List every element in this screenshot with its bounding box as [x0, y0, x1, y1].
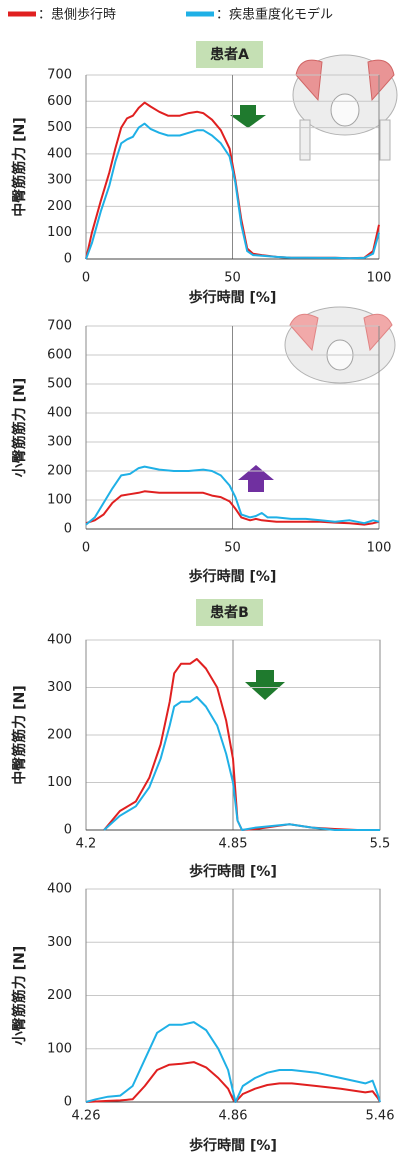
x-tick-label: 5.46: [366, 1109, 395, 1124]
x-tick-label: 4.2: [76, 837, 97, 852]
x-axis-label: 歩行時間 [%]: [189, 568, 277, 585]
y-tick-label: 0: [64, 252, 72, 267]
y-tick-label: 500: [47, 377, 72, 392]
y-axis-label: 小臀筋筋力 [N]: [11, 378, 28, 477]
series-line: [104, 697, 380, 830]
chart-title: 患者B: [210, 604, 249, 621]
decrease-arrow: [230, 105, 266, 128]
increase-arrow: [238, 465, 274, 492]
x-tick-label: 50: [224, 271, 241, 286]
x-tick-label: 0: [82, 541, 90, 556]
x-tick-label: 0: [82, 271, 90, 286]
y-tick-label: 700: [47, 319, 72, 334]
y-tick-label: 100: [47, 493, 72, 508]
y-axis-label: 中臀筋筋力 [N]: [11, 685, 28, 784]
y-tick-label: 400: [47, 146, 72, 161]
figure: ：患側歩行時：疾患重度化モデル0100200300400500600700050…: [0, 0, 403, 1159]
y-axis-label: 中臀筋筋力 [N]: [11, 117, 28, 216]
y-tick-label: 200: [47, 199, 72, 214]
y-tick-label: 500: [47, 120, 72, 135]
y-tick-label: 600: [47, 94, 72, 109]
y-tick-label: 100: [47, 775, 72, 790]
x-tick-label: 100: [367, 271, 392, 286]
x-tick-label: 100: [367, 541, 392, 556]
x-tick-label: 50: [224, 541, 241, 556]
y-tick-label: 200: [47, 464, 72, 479]
x-axis-label: 歩行時間 [%]: [189, 863, 277, 880]
y-tick-label: 300: [47, 680, 72, 695]
page: ：患側歩行時：疾患重度化モデル0100200300400500600700050…: [0, 0, 403, 1159]
y-tick-label: 300: [47, 435, 72, 450]
y-tick-label: 200: [47, 988, 72, 1003]
y-tick-label: 400: [47, 406, 72, 421]
y-tick-label: 100: [47, 225, 72, 240]
x-tick-label: 4.86: [219, 1109, 248, 1124]
chart-title: 患者A: [210, 46, 249, 63]
y-tick-label: 300: [47, 935, 72, 950]
legend-label: ：疾患重度化モデル: [216, 7, 333, 23]
y-tick-label: 0: [64, 1095, 72, 1110]
y-tick-label: 0: [64, 522, 72, 537]
y-tick-label: 200: [47, 728, 72, 743]
y-tick-label: 100: [47, 1041, 72, 1056]
x-axis-label: 歩行時間 [%]: [189, 1137, 277, 1154]
x-tick-label: 4.85: [219, 837, 248, 852]
y-tick-label: 400: [47, 633, 72, 648]
x-axis-label: 歩行時間 [%]: [189, 289, 277, 306]
series-line: [104, 659, 380, 830]
x-tick-label: 4.26: [72, 1109, 101, 1124]
y-tick-label: 0: [64, 823, 72, 838]
y-tick-label: 700: [47, 68, 72, 83]
x-tick-label: 5.5: [370, 837, 391, 852]
decrease-arrow: [245, 670, 285, 700]
y-tick-label: 600: [47, 348, 72, 363]
y-axis-label: 小臀筋筋力 [N]: [11, 946, 28, 1045]
y-tick-label: 300: [47, 173, 72, 188]
y-tick-label: 400: [47, 882, 72, 897]
legend-label: ：患側歩行時: [38, 8, 116, 23]
pelvis-illustration-a: [293, 55, 397, 160]
